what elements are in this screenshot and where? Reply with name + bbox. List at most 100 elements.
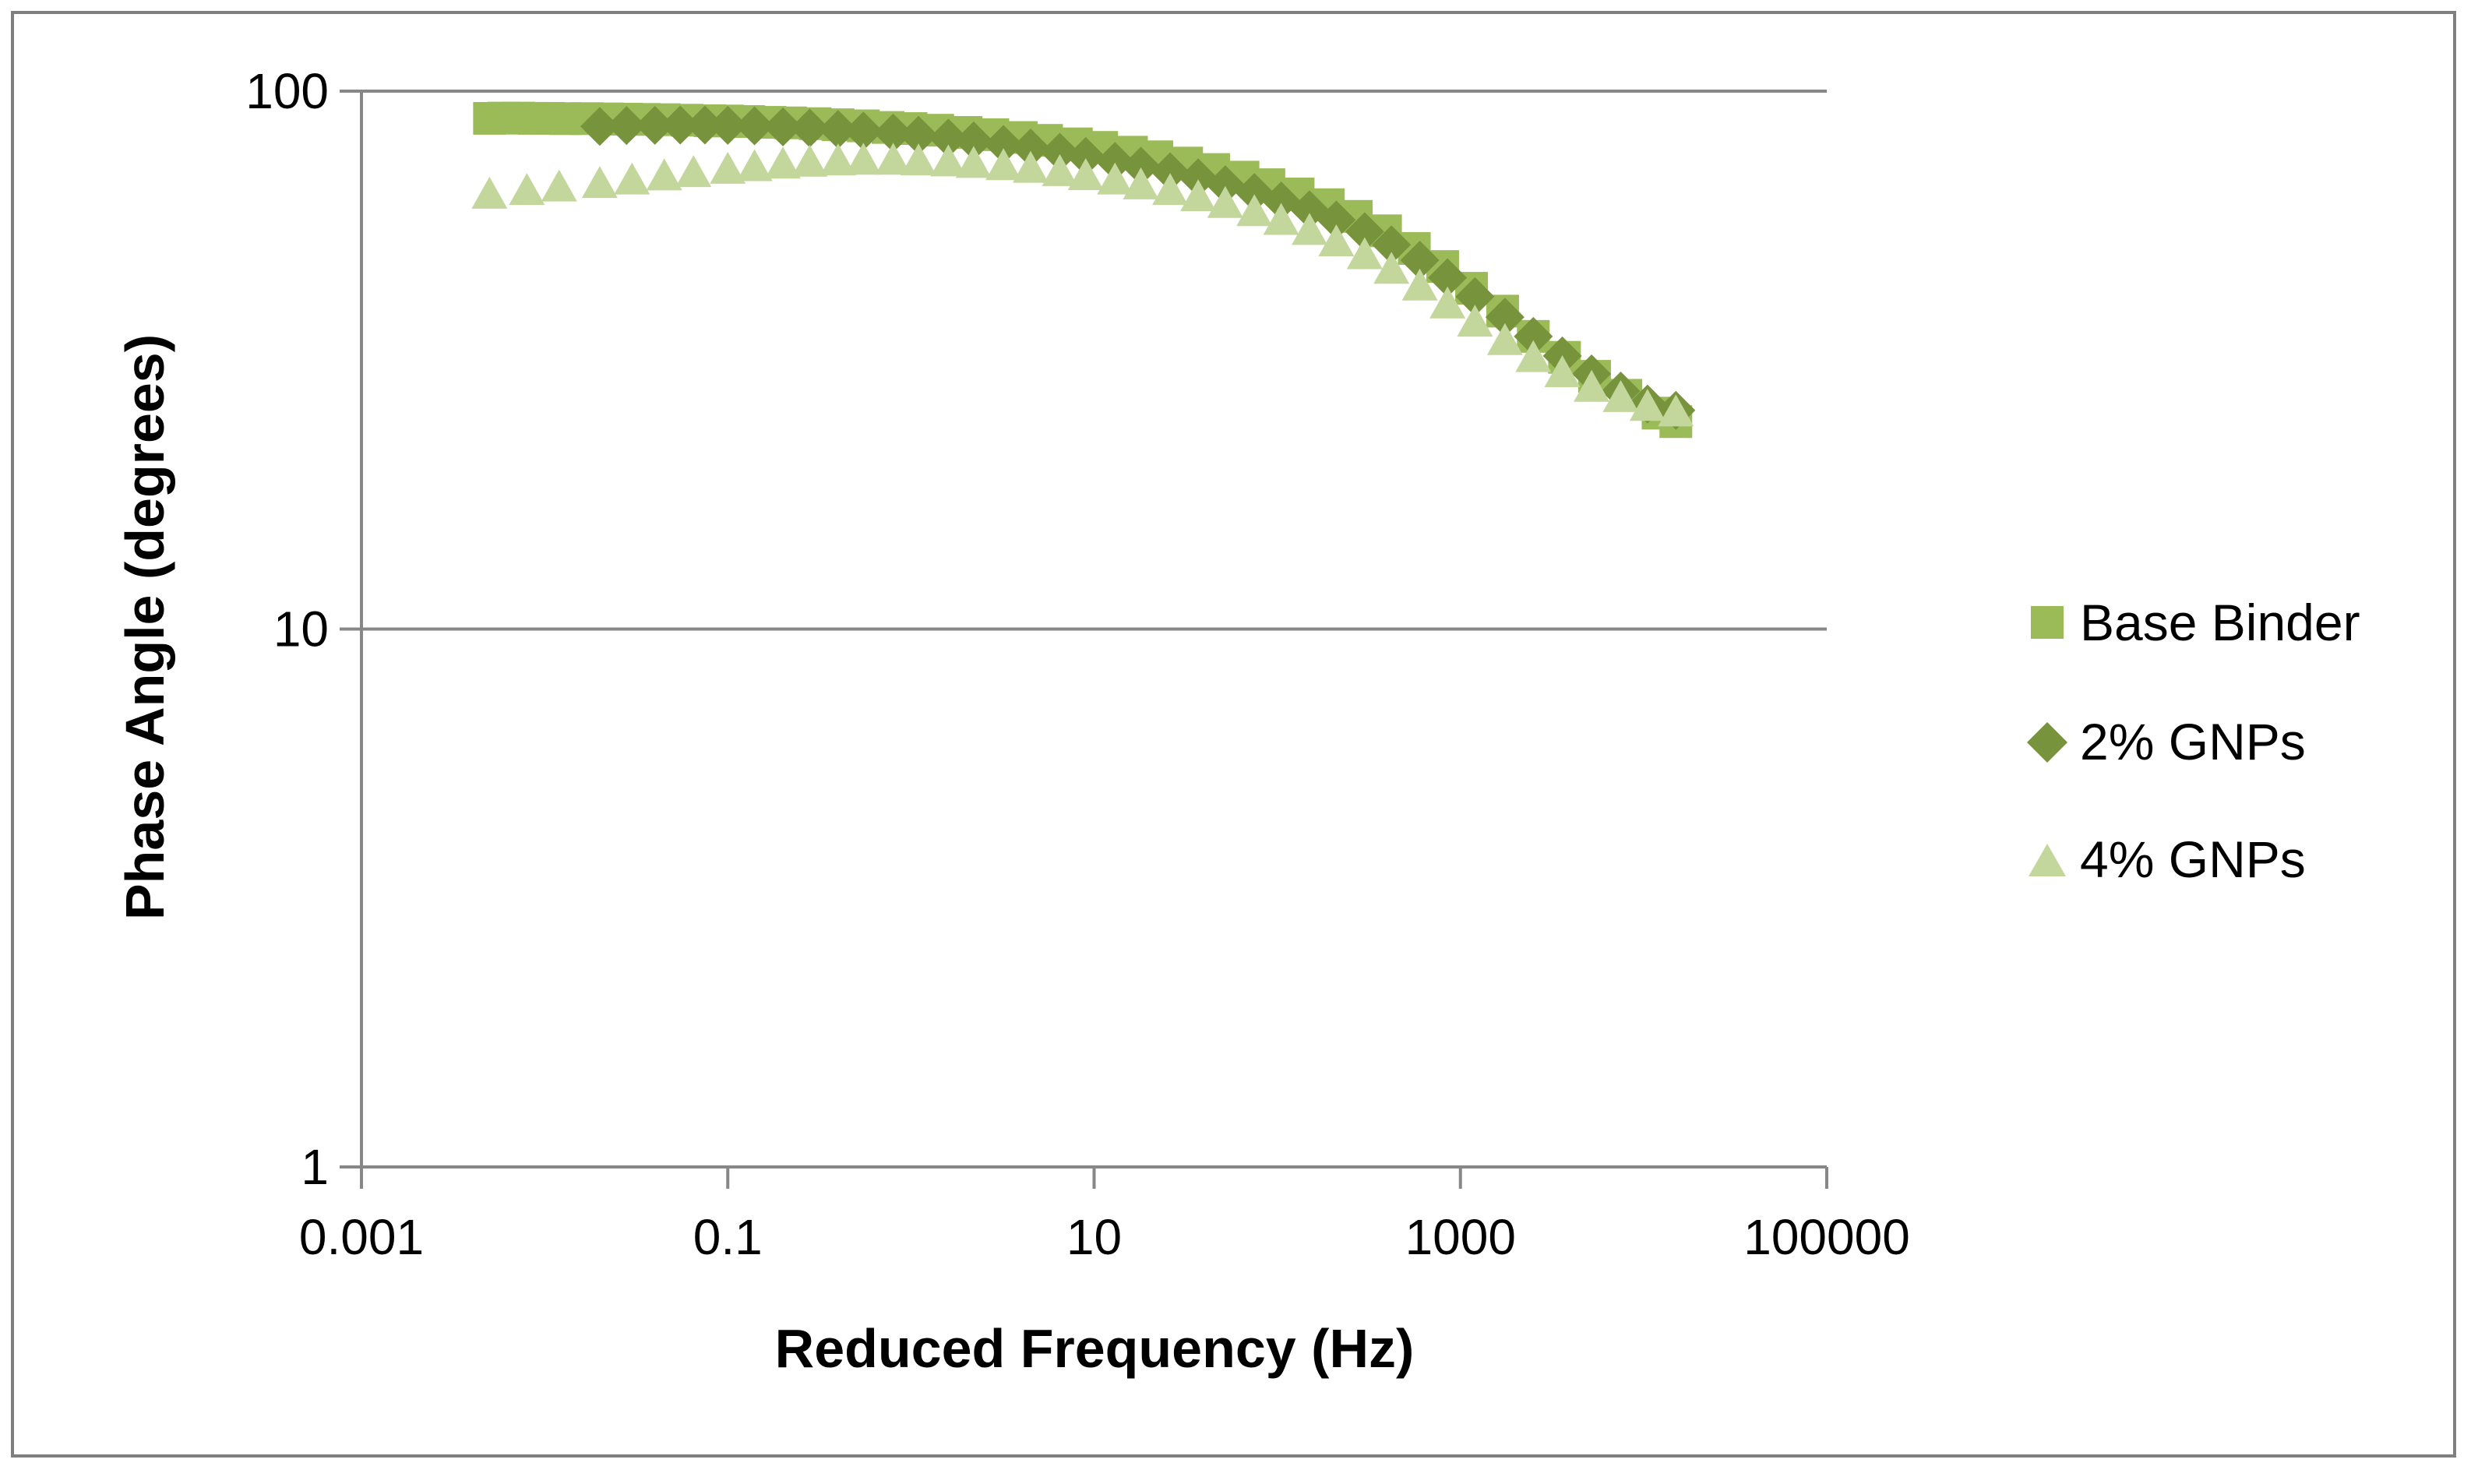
data-point-triangle [1401,268,1438,301]
data-point-triangle [1236,194,1273,227]
data-point-diamond [1400,240,1440,280]
data-point-diamond [790,108,830,148]
data-point-diamond [1010,128,1050,167]
legend-item-base-binder: Base Binder [2031,594,2360,651]
y-tick-label: 100 [245,63,329,119]
data-point-triangle [1207,185,1243,218]
data-point-triangle [736,149,773,182]
data-point-triangle [1429,286,1466,319]
data-point-triangle [1152,173,1189,206]
data-point-diamond [1485,298,1525,337]
data-point-triangle [541,169,577,202]
data-point-diamond [1317,200,1356,240]
data-point-triangle [1067,157,1104,190]
data-point-diamond [1455,277,1495,316]
data-point-triangle [1123,167,1159,199]
data-point-triangle [1486,323,1523,355]
data-point-diamond [763,107,803,146]
data-point-diamond [1066,136,1105,176]
data-point-diamond [580,107,619,146]
data-point-diamond [929,118,968,158]
data-point-diamond [1261,181,1301,220]
data-point-triangle [1012,150,1049,183]
x-tick-label: 0.001 [299,1209,424,1265]
data-point-diamond [984,125,1024,164]
data-point-diamond [818,110,858,150]
series-2-gnps [580,105,1696,430]
data-point-diamond [607,106,647,146]
data-point-triangle [955,146,992,178]
data-point-diamond [661,105,700,145]
data-point-diamond [1428,258,1468,298]
data-point-diamond [1179,158,1218,198]
gridlines [361,90,1827,631]
data-point-triangle [791,144,828,177]
y-tick-label: 1 [301,1139,329,1195]
data-point-triangle [710,151,746,184]
data-point-triangle [1574,369,1610,402]
data-point-triangle [845,143,882,175]
legend-marker-diamond [2027,722,2067,763]
y-axis-title: Phase Angle (degrees) [115,334,175,920]
data-point-diamond [953,121,993,160]
data-point-diamond [1372,225,1412,265]
data-point-triangle [875,143,911,175]
x-tick-label: 100000 [1743,1209,1910,1265]
data-point-diamond [899,115,939,155]
tick-labels: 1 10 100 0.001 0.1 10 1000 100000 [245,63,1910,1265]
legend-label-4-gnps: 4% GNPs [2080,830,2306,888]
data-point-triangle [1373,252,1410,284]
data-point-triangle [1042,153,1078,186]
data-point-triangle [1658,394,1694,427]
data-point-triangle [1602,379,1639,412]
data-point-diamond [635,105,675,145]
data-point-diamond [1151,152,1190,192]
data-point-triangle [614,162,650,195]
data-point-triangle [581,166,618,199]
legend-marker-square [2031,606,2064,639]
y-tick-label: 10 [273,601,329,657]
plot-area [471,101,1696,439]
legend-item-4-gnps: 4% GNPs [2029,830,2306,888]
data-point-triangle [765,146,802,179]
x-tick-label: 0.1 [693,1209,763,1265]
data-point-triangle [471,176,508,209]
data-point-diamond [1121,146,1161,186]
data-point-triangle [675,155,712,188]
data-point-triangle [1263,203,1299,235]
data-point-triangle [1180,179,1217,212]
x-tick-label: 1000 [1405,1209,1516,1265]
data-point-triangle [985,148,1022,181]
data-point-triangle [646,158,682,191]
data-point-triangle [1515,340,1552,372]
legend-marker-triangle [2029,844,2066,876]
data-point-triangle [901,143,937,176]
data-point-triangle [1457,305,1493,337]
data-point-diamond [873,113,913,153]
data-point-diamond [844,111,883,151]
x-tick-label: 10 [1066,1209,1122,1265]
data-point-triangle [1318,224,1355,256]
data-point-diamond [1095,142,1135,182]
legend-label-2-gnps: 2% GNPs [2080,713,2306,770]
legend: Base Binder 2% GNPs 4% GNPs [2027,594,2360,888]
data-point-diamond [685,105,724,145]
data-point-triangle [1346,237,1383,270]
data-point-diamond [708,105,748,145]
series-4-gnps [471,143,1694,427]
data-point-diamond [1040,132,1080,172]
data-point-diamond [1345,212,1384,252]
data-point-triangle [930,144,967,177]
data-point-triangle [1097,162,1133,195]
data-point-triangle [509,173,545,206]
data-point-triangle [1629,389,1666,421]
data-point-triangle [1544,355,1581,388]
data-point-diamond [1205,165,1245,205]
data-point-triangle [1292,213,1328,245]
x-axis-title: Reduced Frequency (Hz) [775,1318,1415,1379]
data-point-diamond [1514,316,1553,356]
legend-label-base-binder: Base Binder [2080,594,2360,651]
legend-item-2-gnps: 2% GNPs [2027,713,2306,770]
data-point-diamond [735,106,774,146]
